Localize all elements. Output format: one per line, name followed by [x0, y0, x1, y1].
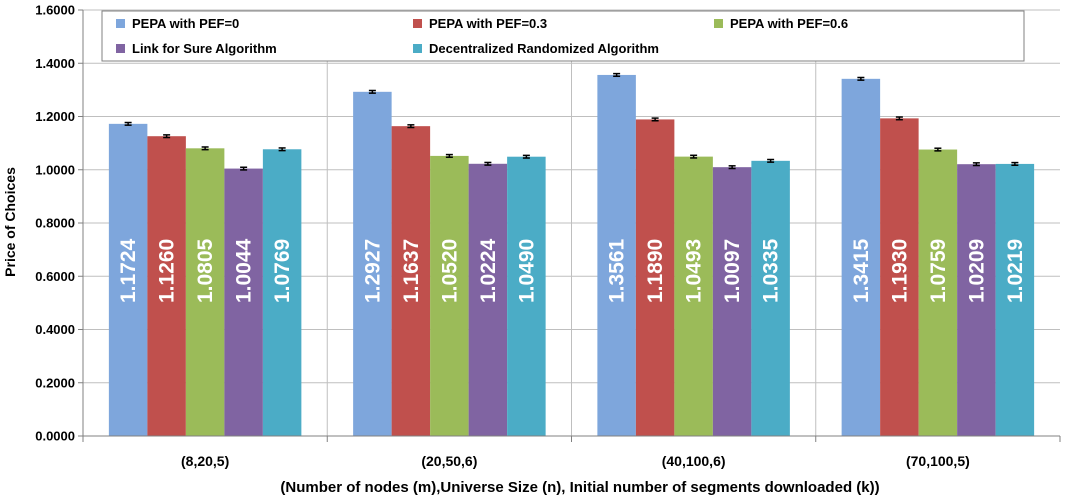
- bar: [353, 91, 392, 436]
- legend-box: [101, 10, 1025, 62]
- bar-value-label: 1.0335: [760, 238, 783, 303]
- bar: [918, 149, 958, 436]
- bar: [391, 126, 431, 437]
- y-axis-title: Price of Choices: [2, 167, 18, 277]
- legend-swatch: [413, 44, 422, 53]
- x-tick-label: (20,50,6): [421, 453, 477, 469]
- bar-value-label: 1.0097: [721, 239, 744, 303]
- bar: [108, 123, 148, 436]
- bar: [957, 164, 996, 437]
- y-tick-label: 0.6000: [35, 269, 75, 284]
- bar-value-label: 1.0219: [1004, 239, 1027, 303]
- legend-swatch: [714, 19, 723, 28]
- bar: [712, 167, 752, 437]
- bar: [635, 119, 675, 437]
- bar: [674, 156, 713, 436]
- bar-value-label: 1.3561: [606, 238, 629, 303]
- y-tick-label: 1.2000: [35, 109, 75, 124]
- legend-label: Decentralized Randomized Algorithm: [429, 41, 659, 56]
- bar: [751, 160, 790, 436]
- bar-value-label: 1.1260: [156, 239, 179, 303]
- bar-value-label: 1.2927: [361, 239, 384, 303]
- legend-swatch: [413, 19, 422, 28]
- bar-value-label: 1.3415: [850, 238, 873, 303]
- bar: [430, 155, 469, 436]
- y-tick-label: 0.8000: [35, 216, 75, 231]
- legend-label: Link for Sure Algorithm: [132, 41, 277, 56]
- bar: [841, 78, 881, 436]
- bar-value-label: 1.0520: [438, 239, 461, 303]
- bar-value-label: 1.0769: [271, 239, 294, 303]
- bar: [468, 163, 508, 436]
- bar-value-label: 1.0490: [515, 239, 538, 303]
- y-tick-label: 1.6000: [35, 3, 75, 18]
- bar: [147, 136, 186, 436]
- bar: [880, 118, 919, 437]
- bar-value-label: 1.0759: [927, 239, 950, 303]
- legend-label: PEPA with PEF=0.3: [429, 16, 547, 31]
- bar-value-label: 1.0224: [477, 238, 500, 303]
- bar-value-label: 1.0805: [194, 238, 217, 303]
- bar-value-label: 1.0209: [965, 239, 988, 303]
- legend-swatch: [116, 44, 125, 53]
- bar: [995, 163, 1035, 436]
- bar-value-label: 1.0493: [683, 239, 706, 303]
- legend-label: PEPA with PEF=0: [132, 16, 239, 31]
- x-axis-title: (Number of nodes (m),Universe Size (n), …: [280, 479, 879, 496]
- bar: [185, 148, 225, 436]
- bar-value-label: 1.0044: [233, 238, 256, 303]
- bar-value-label: 1.1930: [888, 239, 911, 303]
- bar: [597, 74, 636, 436]
- bar-value-label: 1.1890: [644, 239, 667, 303]
- axes: 0.0000 0.2000 0.4000 0.6000 0.8000 1.0000 1.20…: [35, 3, 1061, 469]
- x-tick-label: (70,100,5): [906, 453, 970, 469]
- y-tick-label: 1.0000: [35, 162, 75, 177]
- bar: [224, 168, 263, 437]
- bar: [262, 149, 302, 436]
- legend-swatch: [116, 19, 125, 28]
- x-tick-label: (40,100,6): [662, 453, 726, 469]
- y-tick-label: 0.4000: [35, 322, 75, 337]
- bars: 1.1724 1.2927 1.3561 1.3415 1.1260 1.1637 1.18…: [108, 72, 1035, 437]
- x-tick-label: (8,20,5): [181, 453, 229, 469]
- bar-value-label: 1.1724: [117, 238, 140, 303]
- bar: [507, 156, 546, 437]
- legend: PEPA with PEF=0 PEPA with PEF=0.3 PEPA wit…: [101, 10, 1025, 62]
- y-tick-label: 0.0000: [35, 429, 75, 444]
- y-tick-label: 0.2000: [35, 375, 75, 390]
- bar-value-label: 1.1637: [400, 239, 423, 303]
- legend-label: PEPA with PEF=0.6: [730, 16, 848, 31]
- y-tick-label: 1.4000: [35, 56, 75, 71]
